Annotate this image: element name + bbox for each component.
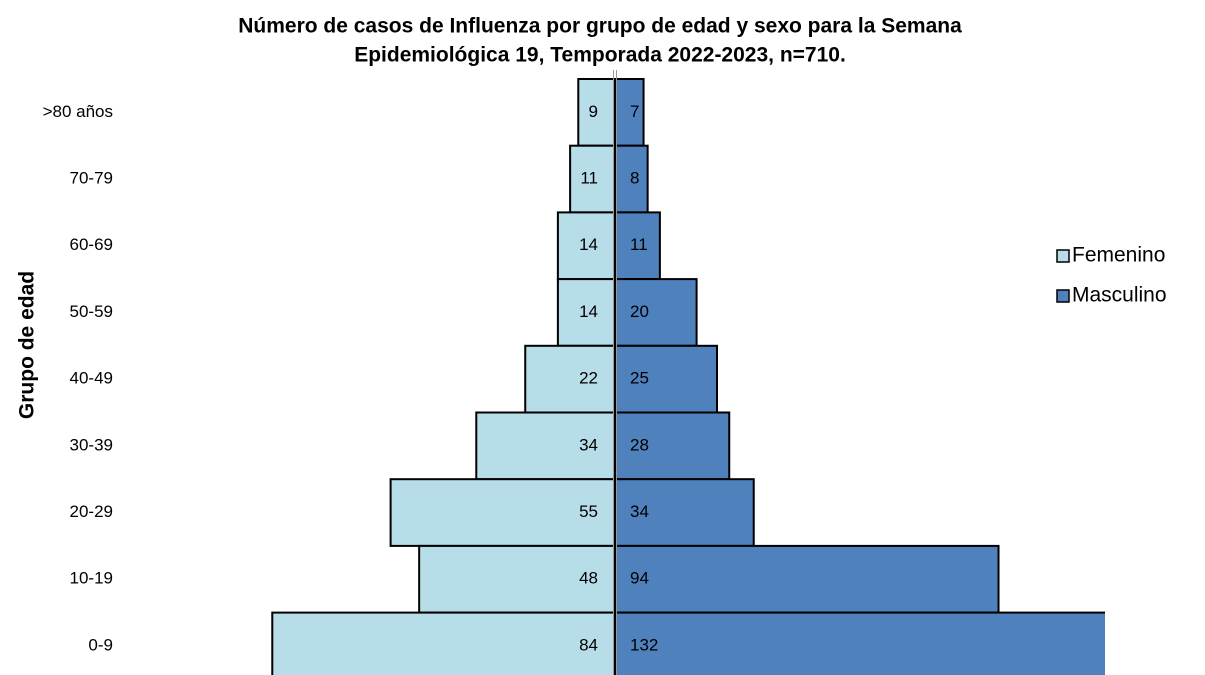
data-label: 55 (579, 502, 598, 521)
bar (614, 411, 731, 481)
data-label: 22 (579, 369, 598, 388)
data-label: 14 (579, 302, 598, 321)
y-tick-label: 50-59 (70, 302, 113, 321)
data-label: 9 (589, 102, 598, 121)
data-label: 94 (630, 569, 649, 588)
data-label: 48 (579, 569, 598, 588)
legend-label: Masculino (1072, 284, 1167, 307)
data-label: 20 (630, 302, 649, 321)
y-tick-label: 70-79 (70, 169, 113, 188)
y-tick-label: 0-9 (88, 635, 113, 654)
data-label: 28 (630, 435, 649, 454)
data-label: 11 (630, 235, 648, 254)
chart-title: Número de casos de Influenza por grupo d… (238, 15, 962, 38)
y-tick-label: 30-39 (70, 435, 113, 454)
legend-swatch (1056, 289, 1070, 303)
bar (524, 344, 616, 414)
data-label: 8 (630, 169, 639, 188)
y-tick-label: 40-49 (70, 369, 113, 388)
bar (614, 278, 698, 347)
bar (271, 611, 616, 675)
y-axis-label: Grupo de edad (16, 271, 39, 419)
y-tick-label: 20-29 (70, 502, 113, 521)
y-tick-label: >80 años (43, 102, 113, 121)
bar (614, 211, 661, 281)
plot-area (271, 78, 1105, 675)
data-label: 34 (630, 502, 649, 521)
bar (614, 144, 649, 214)
y-tick-label: 10-19 (70, 569, 113, 588)
y-tick-label: 60-69 (70, 235, 113, 254)
data-label: 14 (579, 235, 598, 254)
chart-title: Epidemiológica 19, Temporada 2022-2023, … (354, 44, 846, 67)
data-label: 7 (630, 102, 639, 121)
data-label: 132 (630, 635, 658, 654)
bar (614, 478, 755, 547)
data-label: 34 (579, 435, 598, 454)
bar (614, 544, 1000, 614)
bar (614, 344, 718, 414)
data-label: 25 (630, 369, 649, 388)
data-label: 11 (580, 169, 598, 188)
data-label: 84 (579, 635, 598, 654)
bar (614, 611, 1105, 675)
legend-swatch (1056, 249, 1070, 263)
legend-label: Femenino (1072, 244, 1165, 267)
